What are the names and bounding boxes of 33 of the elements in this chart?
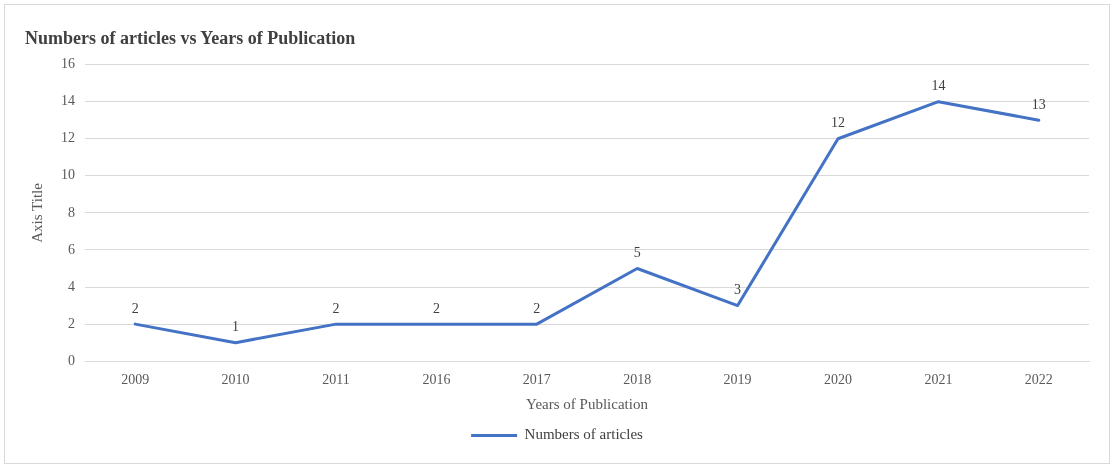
y-tick-label: 4 — [68, 278, 75, 294]
y-tick-label: 0 — [68, 352, 75, 368]
y-tick-label: 12 — [61, 130, 75, 146]
data-label: 2 — [332, 300, 340, 316]
data-label: 2 — [533, 300, 541, 316]
x-tick-label: 2017 — [522, 372, 551, 388]
data-label: 13 — [1031, 96, 1046, 112]
x-tick-label: 2018 — [623, 372, 652, 388]
x-axis-title: Years of Publication — [526, 395, 649, 412]
legend-label: Numbers of articles — [524, 426, 644, 443]
chart-title: Numbers of articles vs Years of Publication — [25, 28, 356, 49]
y-tick-label: 6 — [68, 241, 75, 257]
y-tick-label: 2 — [68, 315, 75, 331]
data-label: 14 — [931, 78, 946, 94]
x-tick-label: 2019 — [723, 372, 752, 388]
x-tick-label: 2016 — [422, 372, 451, 388]
y-tick-label: 16 — [61, 56, 75, 72]
data-label: 2 — [432, 300, 440, 316]
x-tick-label: 2022 — [1024, 372, 1053, 388]
data-label: 5 — [633, 245, 641, 261]
y-tick-label: 14 — [61, 93, 75, 109]
y-tick-label: 10 — [61, 167, 75, 183]
data-label: 1 — [232, 319, 240, 335]
data-label: 2 — [131, 300, 139, 316]
x-tick-label: 2011 — [322, 372, 350, 388]
x-tick-label: 2010 — [221, 372, 250, 388]
data-label: 12 — [831, 115, 845, 131]
y-axis-title: Axis Title — [28, 182, 45, 243]
x-tick-label: 2021 — [924, 372, 953, 388]
data-label: 3 — [734, 282, 742, 298]
x-tick-label: 2020 — [824, 372, 852, 388]
y-tick-label: 8 — [68, 204, 75, 220]
x-tick-label: 2009 — [121, 372, 150, 388]
